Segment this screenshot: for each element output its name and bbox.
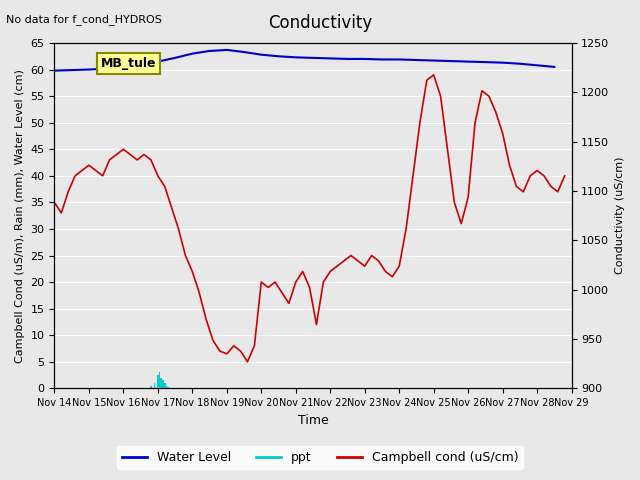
Text: MB_tule: MB_tule	[101, 57, 156, 70]
Bar	[159, 372, 161, 388]
Bar	[164, 383, 166, 388]
Bar	[167, 387, 169, 388]
Y-axis label: Conductivity (uS/cm): Conductivity (uS/cm)	[615, 157, 625, 275]
Text: Conductivity: Conductivity	[268, 14, 372, 33]
Legend: Water Level, ppt, Campbell cond (uS/cm): Water Level, ppt, Campbell cond (uS/cm)	[116, 446, 524, 469]
X-axis label: Time: Time	[298, 414, 328, 427]
Bar	[162, 380, 164, 388]
Bar	[150, 385, 152, 388]
Bar	[154, 383, 156, 388]
Y-axis label: Campbell Cond (uS/m), Rain (mm), Water Level (cm): Campbell Cond (uS/m), Rain (mm), Water L…	[15, 69, 25, 362]
Bar	[161, 378, 162, 388]
Bar	[166, 385, 167, 388]
Text: No data for f_cond_HYDROS: No data for f_cond_HYDROS	[6, 14, 163, 25]
Bar	[157, 375, 159, 388]
